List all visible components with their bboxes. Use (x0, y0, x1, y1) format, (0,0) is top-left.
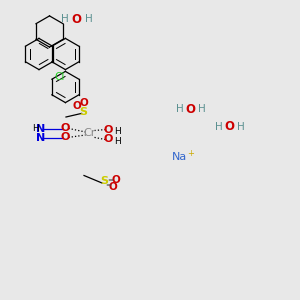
Text: Cr: Cr (83, 128, 96, 139)
Text: O: O (79, 98, 88, 109)
Text: O: O (72, 100, 81, 111)
Text: O: O (61, 123, 70, 134)
Text: H: H (114, 136, 121, 146)
Text: O: O (104, 134, 113, 145)
Text: O: O (111, 175, 120, 185)
Text: O: O (185, 103, 196, 116)
Text: H: H (114, 127, 121, 136)
Text: =: = (105, 182, 111, 188)
Text: Cl: Cl (54, 71, 64, 82)
Text: H: H (237, 122, 244, 132)
Text: O: O (61, 132, 70, 142)
Text: H: H (61, 14, 68, 25)
Text: S: S (100, 176, 108, 187)
Text: +: + (187, 148, 194, 158)
Text: H: H (198, 104, 206, 115)
Text: N: N (36, 124, 45, 134)
Text: N: N (36, 133, 45, 143)
Text: O: O (71, 13, 82, 26)
Text: O: O (108, 182, 117, 193)
Text: H: H (214, 122, 222, 132)
Text: Na: Na (172, 152, 187, 162)
Text: O: O (104, 124, 113, 135)
Text: H: H (176, 104, 183, 115)
Text: O: O (224, 120, 235, 133)
Text: =: = (107, 178, 113, 184)
Text: H: H (32, 124, 39, 133)
Text: S: S (80, 106, 87, 117)
Text: H: H (85, 14, 92, 25)
